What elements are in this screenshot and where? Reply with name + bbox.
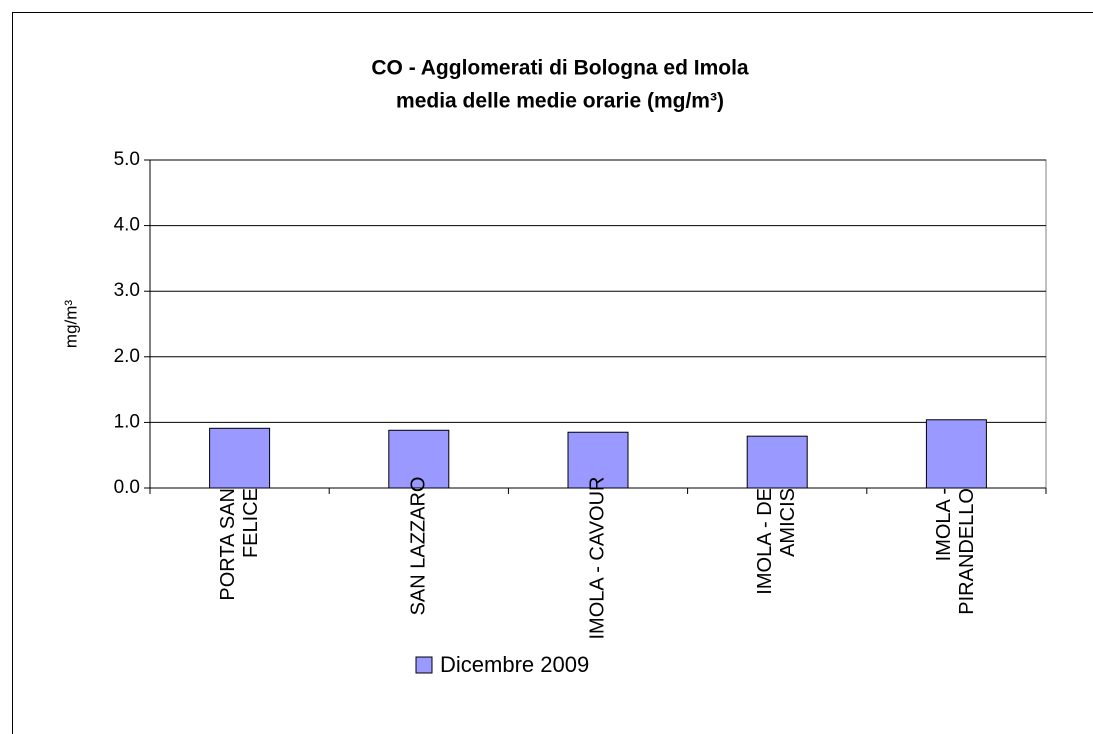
y-tick-label: 2.0: [114, 346, 140, 367]
x-tick-label: IMOLA - PIRANDELLO: [933, 488, 979, 615]
x-tick-label: SAN LAZZARO: [407, 476, 430, 616]
x-tick-label: PORTA SAN FELICE: [216, 488, 262, 601]
y-axis-label: mg/m³: [61, 300, 80, 349]
bar: [567, 431, 629, 489]
chart-subtitle: media delle medie orarie (mg/m³): [396, 90, 724, 113]
y-tick-label: 1.0: [114, 411, 140, 432]
legend-label: Dicembre 2009: [440, 652, 589, 677]
bar: [746, 435, 808, 489]
chart-title: CO - Agglomerati di Bologna ed Imola: [371, 57, 749, 80]
bar: [209, 427, 271, 489]
y-tick-label: 0.0: [114, 477, 140, 498]
x-tick-label: IMOLA - DE AMICIS: [754, 488, 800, 595]
bar: [388, 429, 450, 489]
chart-frame: [12, 12, 1093, 734]
legend-swatch: [415, 656, 433, 674]
y-tick-label: 5.0: [114, 149, 140, 170]
y-tick-label: 4.0: [114, 215, 140, 236]
y-tick-label: 3.0: [114, 280, 140, 301]
x-tick-label: IMOLA - CAVOUR: [586, 476, 609, 640]
bar: [925, 419, 987, 489]
